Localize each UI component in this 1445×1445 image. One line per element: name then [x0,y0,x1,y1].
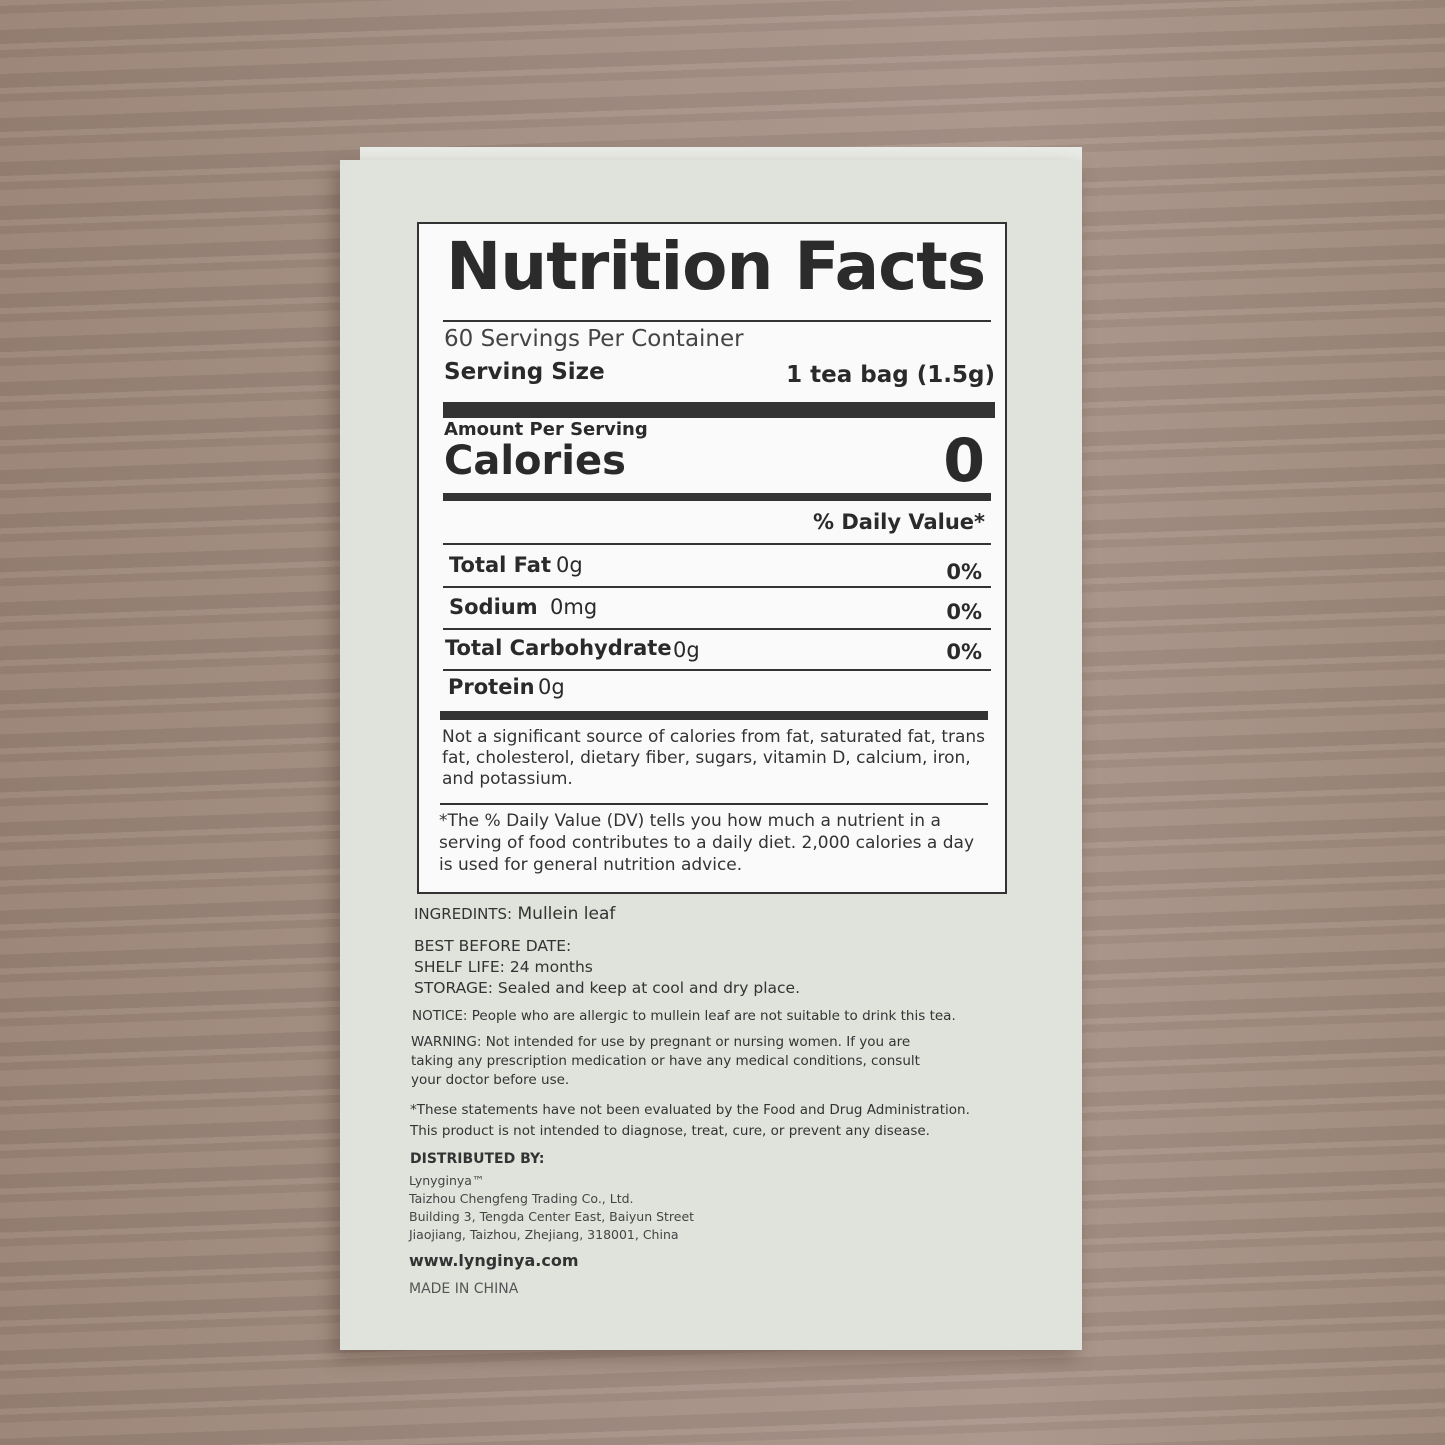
text-line: serving of food contributes to a daily d… [439,833,975,853]
nutrient-amount: 0g [673,638,700,662]
serving-size-value: 1 tea bag (1.5g) [786,362,995,388]
calories-label: Calories [444,438,626,484]
ingredients: INGREDINTS: Mullein leaf [414,904,615,924]
storage: STORAGE: Sealed and keep at cool and dry… [414,979,801,997]
text-line: your doctor before use. [411,1072,570,1088]
divider [443,628,991,630]
nutrient-dv: 0% [946,600,982,624]
brand: Lynyginya™ [409,1173,485,1188]
servings-per-container: 60 Servings Per Container [444,326,744,352]
text-line: WARNING: Not intended for use by pregnan… [411,1034,911,1050]
text-line: This product is not intended to diagnose… [410,1123,930,1139]
notice: NOTICE: People who are allergic to mulle… [412,1008,956,1024]
box-top-flap [360,147,1082,163]
fda-disclaimer: *These statements have not been evaluate… [410,1100,970,1142]
nutrient-dv: 0% [946,560,982,584]
text-line: Not a significant source of calories fro… [442,727,986,747]
divider [443,320,991,322]
made-in: MADE IN CHINA [409,1281,519,1297]
nutrition-facts-panel [417,222,1007,894]
medium-divider [440,711,988,720]
divider [443,669,991,671]
divider [443,586,991,588]
distributor-address: Lynyginya™ Taizhou Chengfeng Trading Co.… [409,1172,694,1244]
address-line: Building 3, Tengda Center East, Baiyun S… [409,1209,695,1224]
divider [440,803,988,805]
divider [443,543,991,545]
text-line: is used for general nutrition advice. [439,855,743,875]
nutrition-title: Nutrition Facts [446,228,986,305]
nutrient-amount: 0g [556,553,583,577]
ingredients-value: Mullein leaf [517,904,616,924]
shelf-life: SHELF LIFE: 24 months [414,958,593,976]
amount-per-serving: Amount Per Serving [444,419,648,440]
nutrient-amount: 0g [538,675,565,699]
serving-size-label: Serving Size [444,359,605,385]
nutrient-dv: 0% [946,640,982,664]
text-line: *These statements have not been evaluate… [410,1102,970,1118]
nutrient-amount: 0mg [550,595,598,619]
nutrient-name: Protein [448,675,535,699]
text-line: taking any prescription medication or ha… [411,1053,920,1069]
calories-value: 0 [943,426,985,496]
text-line: fat, cholesterol, dietary fiber, sugars,… [442,748,971,768]
warning: WARNING: Not intended for use by pregnan… [411,1033,920,1090]
medium-divider [443,493,991,501]
nutrient-name: Sodium [449,595,538,619]
nutrient-name: Total Carbohydrate [445,636,672,660]
nutrient-name: Total Fat [449,553,552,577]
not-significant-note: Not a significant source of calories fro… [442,727,985,790]
distributed-by: DISTRIBUTED BY: [410,1151,545,1167]
ingredients-label: INGREDINTS: [414,905,513,923]
company: Taizhou Chengfeng Trading Co., Ltd. [409,1191,634,1206]
text-line: and potassium. [442,769,573,789]
thick-divider [443,402,995,418]
daily-value-footnote: *The % Daily Value (DV) tells you how mu… [439,810,974,876]
storage-info: BEST BEFORE DATE: SHELF LIFE: 24 months … [414,936,800,999]
address-line: Jiaojiang, Taizhou, Zhejiang, 318001, Ch… [409,1227,679,1242]
text-line: *The % Daily Value (DV) tells you how mu… [439,811,941,831]
daily-value-header: % Daily Value* [813,510,985,534]
website: www.lynginya.com [409,1251,579,1270]
best-before: BEST BEFORE DATE: [414,937,572,955]
